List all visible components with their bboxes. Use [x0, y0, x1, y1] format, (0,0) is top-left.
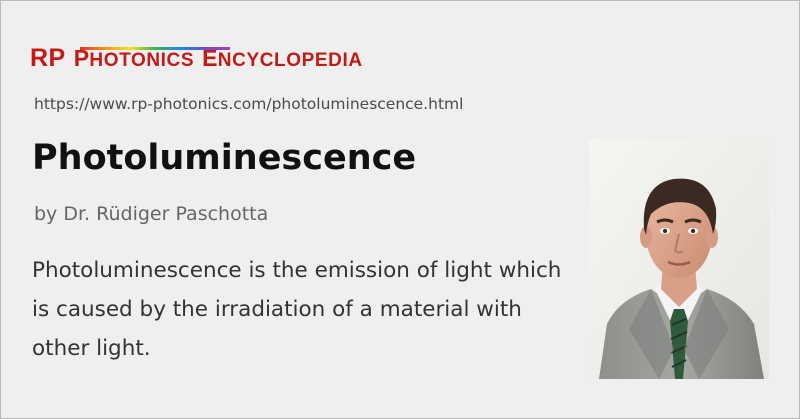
- article-description: Photoluminescence is the emission of lig…: [32, 258, 562, 361]
- logo-rainbow-bar: [80, 47, 230, 50]
- logo-photonics-initial: P: [73, 45, 90, 71]
- rp-photonics-logo[interactable]: RP PHOTONICS ENCYCLOPEDIA: [30, 43, 363, 73]
- logo-photonics-rest: HOTONICS: [89, 50, 195, 71]
- author-photo: [589, 139, 769, 379]
- logo-rp: RP: [30, 44, 66, 72]
- logo-encyclopedia-initial: E: [202, 45, 218, 71]
- author-portrait-icon: [589, 139, 769, 379]
- logo-encyclopedia-rest: NCYCLOPEDIA: [217, 50, 363, 71]
- author-byline: by Dr. Rüdiger Paschotta: [34, 203, 269, 225]
- page-title: Photoluminescence: [32, 138, 417, 178]
- page-url[interactable]: https://www.rp-photonics.com/photolumine…: [34, 95, 464, 113]
